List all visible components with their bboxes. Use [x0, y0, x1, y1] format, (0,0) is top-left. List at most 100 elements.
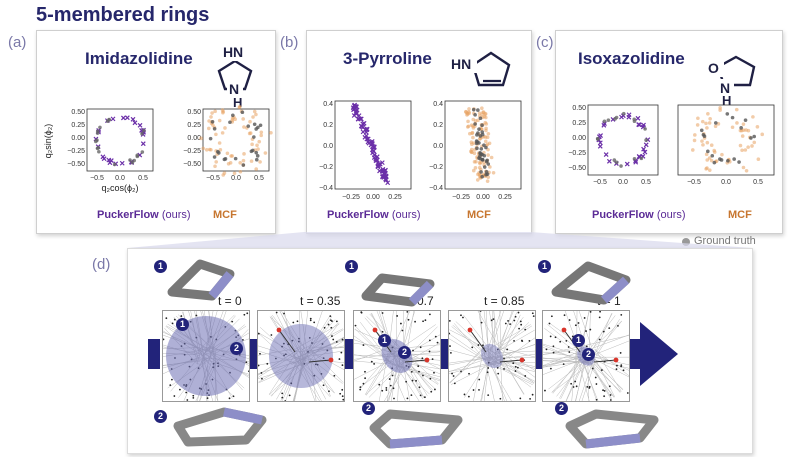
scatter-point [256, 125, 260, 130]
flow-line [591, 320, 622, 350]
scatter-point [269, 130, 273, 135]
flow-line [578, 311, 592, 347]
flow-point [599, 311, 601, 313]
scatter-point [473, 166, 478, 170]
scatter-point [108, 158, 114, 163]
scatter-point [258, 123, 263, 128]
scatter-point [705, 158, 710, 162]
panel-d-letter: (d) [92, 256, 111, 273]
flow-point [266, 362, 269, 365]
tick-a-y3: 0.00 [71, 135, 85, 142]
flow-point [477, 344, 480, 346]
flow-point [577, 322, 580, 324]
flow-point [517, 311, 520, 314]
flow-line [593, 313, 613, 347]
tick-b-x2: 0.00 [366, 194, 380, 201]
scatter-point [379, 160, 385, 166]
marker-one-2: 1 [538, 260, 551, 273]
tick-c-y2: 0.25 [572, 120, 586, 127]
flow-point [246, 312, 249, 315]
flow-point [452, 375, 455, 377]
scatter-point [364, 126, 370, 132]
scatter-point [692, 138, 697, 143]
scatter-point [735, 121, 739, 125]
flow-point [423, 396, 426, 399]
scatter-point [601, 122, 607, 128]
flow-point [430, 390, 433, 393]
conformer-1-icon-c [551, 261, 631, 305]
flow-line [463, 314, 489, 349]
scatter-point [743, 118, 748, 122]
scatter-point [220, 108, 225, 112]
scatter-point [739, 126, 743, 130]
scatter-point [705, 126, 709, 130]
flow-line [589, 334, 629, 350]
flow-point [331, 320, 333, 323]
flow-point [341, 388, 344, 391]
panel-a-title: Imidazolidine [85, 49, 193, 68]
scatter-point [479, 147, 484, 151]
marker-one-6: 1 [176, 318, 189, 331]
scatter-point [217, 151, 221, 155]
scatter-point [107, 117, 111, 122]
scatter-point [484, 128, 488, 133]
tick-c2-x3: 0.5 [753, 179, 763, 186]
tick-b2-x1: −0.25 [452, 194, 470, 201]
tick-c-x1: −0.5 [593, 179, 607, 186]
tick-b2-y4: −0.2 [429, 164, 443, 171]
scatter-point [699, 128, 704, 133]
scatter-point [755, 124, 760, 129]
tick-c-y5: −0.50 [568, 165, 586, 172]
scatter-point [142, 128, 146, 133]
tick-a-x2: 0.0 [115, 175, 125, 182]
tick-c2-x2: 0.0 [721, 179, 731, 186]
flow-point [583, 317, 586, 319]
scatter-point [485, 158, 489, 163]
target-point [467, 327, 473, 333]
scatter-point [353, 110, 359, 115]
flow-field-2 [353, 310, 441, 402]
flow-point [608, 385, 611, 388]
scatter-point [376, 162, 381, 168]
flow-point [552, 345, 555, 348]
flow-point [471, 346, 474, 349]
scatter-point [263, 151, 268, 155]
tick-a2-y2: 0.25 [187, 122, 201, 129]
scatter-point [251, 115, 255, 119]
scatter-point [738, 128, 743, 133]
scatter-point [252, 109, 257, 114]
flow-point [396, 315, 399, 317]
scatter-point [720, 152, 724, 157]
flow-point [364, 377, 367, 380]
scatter-point [704, 121, 708, 126]
flow-line [565, 359, 584, 401]
scatter-point [725, 112, 730, 116]
flow-point [549, 335, 552, 338]
flow-line [543, 343, 585, 357]
scatter-point [475, 140, 480, 144]
flow-point [169, 384, 172, 387]
panel-a-letter: (a) [8, 34, 27, 51]
flow-line [482, 354, 535, 382]
flow-point [332, 338, 335, 341]
flow-point [341, 338, 344, 341]
flow-line [499, 311, 502, 348]
flow-point [468, 372, 470, 375]
flow-point [602, 330, 605, 333]
flow-point [506, 348, 509, 351]
flow-line [473, 353, 484, 401]
scatter-point [482, 143, 486, 147]
scatter-point [477, 156, 481, 160]
flow-point [281, 396, 284, 399]
flow-line [494, 358, 535, 367]
scatter-point [483, 139, 488, 144]
scatter-point [383, 173, 389, 179]
flow-point [532, 315, 535, 317]
scatter-point [707, 121, 712, 125]
flow-line [543, 357, 590, 364]
flow-point [335, 320, 338, 323]
flow-point [460, 370, 462, 373]
flow-line [483, 362, 489, 401]
trajectory-line [278, 329, 296, 353]
scatter-point [206, 126, 211, 131]
